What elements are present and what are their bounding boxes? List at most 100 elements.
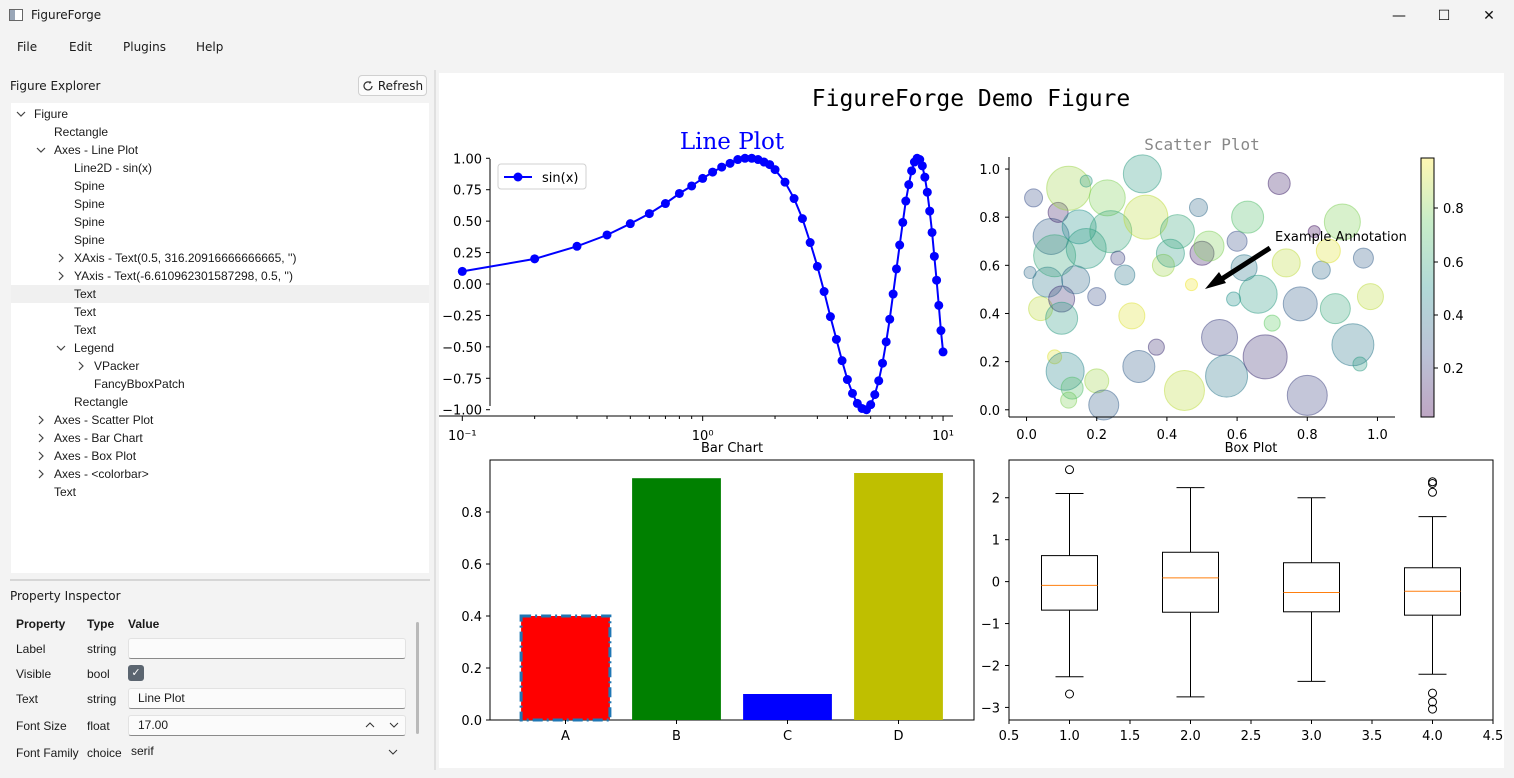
close-button[interactable]: ✕ [1466,0,1512,32]
sin-marker [457,266,467,276]
chevron-up-icon[interactable] [365,721,375,729]
font-size-spinbox[interactable]: 17.00 [128,715,406,736]
box-body [1162,551,1219,613]
collapse-chevron-icon[interactable] [55,249,67,267]
box-body [1283,562,1340,613]
line-ytick-label: 0.75 [453,184,482,199]
bar-frame [489,459,975,721]
tree-item[interactable]: Axes - <colorbar> [11,465,429,483]
tree-item-label: Figure [34,107,69,121]
font-family-select[interactable]: serif [128,742,406,763]
tree-item[interactable]: Text [11,483,429,501]
refresh-label: Refresh [377,78,424,93]
tree-item[interactable]: YAxis - Text(-6.610962301587298, 0.5, ''… [11,267,429,285]
tree-item[interactable]: Figure [11,105,429,123]
box-flier [1428,478,1437,488]
bar-A [519,614,612,722]
scatter-point [1088,179,1126,217]
font-size-value: 17.00 [138,718,169,732]
figure-tree[interactable]: Figure Rectangle Axes - Line Plot Line2D - … [11,103,429,573]
menu-bar: File Edit Plugins Help [0,32,1514,62]
maximize-button[interactable]: ☐ [1421,0,1467,32]
chevron-down-icon[interactable] [389,721,399,729]
tree-item[interactable]: Text [11,285,429,303]
line-ytick-label: 0.00 [453,278,482,293]
collapse-chevron-icon[interactable] [35,429,47,447]
tree-item[interactable]: Spine [11,177,429,195]
menu-plugins[interactable]: Plugins [123,40,166,54]
scatter-point [1032,266,1064,298]
scatter-plot-title: Scatter Plot [1144,135,1260,154]
tree-item[interactable]: Spine [11,231,429,249]
collapse-chevron-icon[interactable] [35,411,47,429]
sin-marker [797,214,807,224]
collapse-chevron-icon[interactable] [75,357,87,375]
box-flier [1065,465,1074,475]
tree-item[interactable]: Axes - Bar Chart [11,429,429,447]
menu-file[interactable]: File [17,40,38,54]
scatter-ytick-label: 0.8 [979,211,1000,226]
scatter-point [1032,217,1070,255]
line-ytick-label: −0.50 [442,341,482,356]
property-inspector-label: Property Inspector [10,589,121,603]
tree-item[interactable]: Rectangle [11,123,429,141]
sin-marker [932,275,942,285]
sin-marker [874,376,884,386]
refresh-button[interactable]: Refresh [358,75,427,96]
collapse-chevron-icon[interactable] [35,465,47,483]
sin-marker [805,238,815,248]
expand-chevron-icon[interactable] [15,105,27,123]
inspector-scrollbar[interactable] [416,622,419,734]
header-type: Type [87,617,115,631]
tree-item[interactable]: Axes - Line Plot [11,141,429,159]
menu-edit[interactable]: Edit [69,40,93,54]
scatter-point [1282,286,1318,322]
tree-item-label: Legend [74,341,115,355]
bar-xtick-label: D [893,729,903,744]
scatter-point [1159,214,1195,250]
tree-item[interactable]: Text [11,321,429,339]
scatter-ytick-label: 0.2 [979,356,1000,371]
tree-item[interactable]: Text [11,303,429,321]
label-field[interactable] [128,638,406,659]
panel-splitter[interactable] [10,579,430,581]
sin-marker [936,326,946,336]
tree-item[interactable]: VPacker [11,357,429,375]
scatter-point [1352,356,1368,372]
box-xtick-label: 2.0 [1180,729,1201,744]
prop-visible-type: bool [87,667,110,681]
tree-item[interactable]: XAxis - Text(0.5, 316.20916666666665, ''… [11,249,429,267]
scatter-point [1089,210,1133,254]
scatter-point [1122,154,1162,194]
visible-checkbox[interactable]: ✓ [128,665,144,681]
collapse-chevron-icon[interactable] [35,447,47,465]
bar-B [632,478,721,720]
scatter-point [1307,225,1321,239]
tree-item[interactable]: Line2D - sin(x) [11,159,429,177]
expand-chevron-icon[interactable] [35,141,47,159]
figure-canvas[interactable]: FigureForge Demo Figure Line Plot 1.00 0.75… [439,73,1504,768]
text-field[interactable]: Line Plot [128,688,406,709]
tree-item[interactable]: Axes - Scatter Plot [11,411,429,429]
sin-marker [901,196,911,206]
scatter-point [1110,250,1126,266]
sin-marker [625,219,635,229]
bar-ytick-label: 0.2 [461,662,482,677]
collapse-chevron-icon[interactable] [55,267,67,285]
tree-item[interactable]: Spine [11,195,429,213]
expand-chevron-icon[interactable] [55,339,67,357]
minimize-button[interactable]: — [1376,0,1422,32]
tree-item[interactable]: FancyBboxPatch [11,375,429,393]
tree-item-label: FancyBboxPatch [94,377,185,391]
prop-fontsize-name: Font Size [16,719,67,733]
menu-help[interactable]: Help [196,40,224,54]
scatter-point [1226,291,1242,307]
scatter-point [1242,334,1288,380]
tree-item[interactable]: Spine [11,213,429,231]
scatter-point [1311,260,1331,280]
tree-item[interactable]: Legend [11,339,429,357]
scatter-point [1184,278,1198,292]
tree-item[interactable]: Rectangle [11,393,429,411]
bar-ytick-label: 0.0 [461,714,482,729]
tree-item[interactable]: Axes - Box Plot [11,447,429,465]
